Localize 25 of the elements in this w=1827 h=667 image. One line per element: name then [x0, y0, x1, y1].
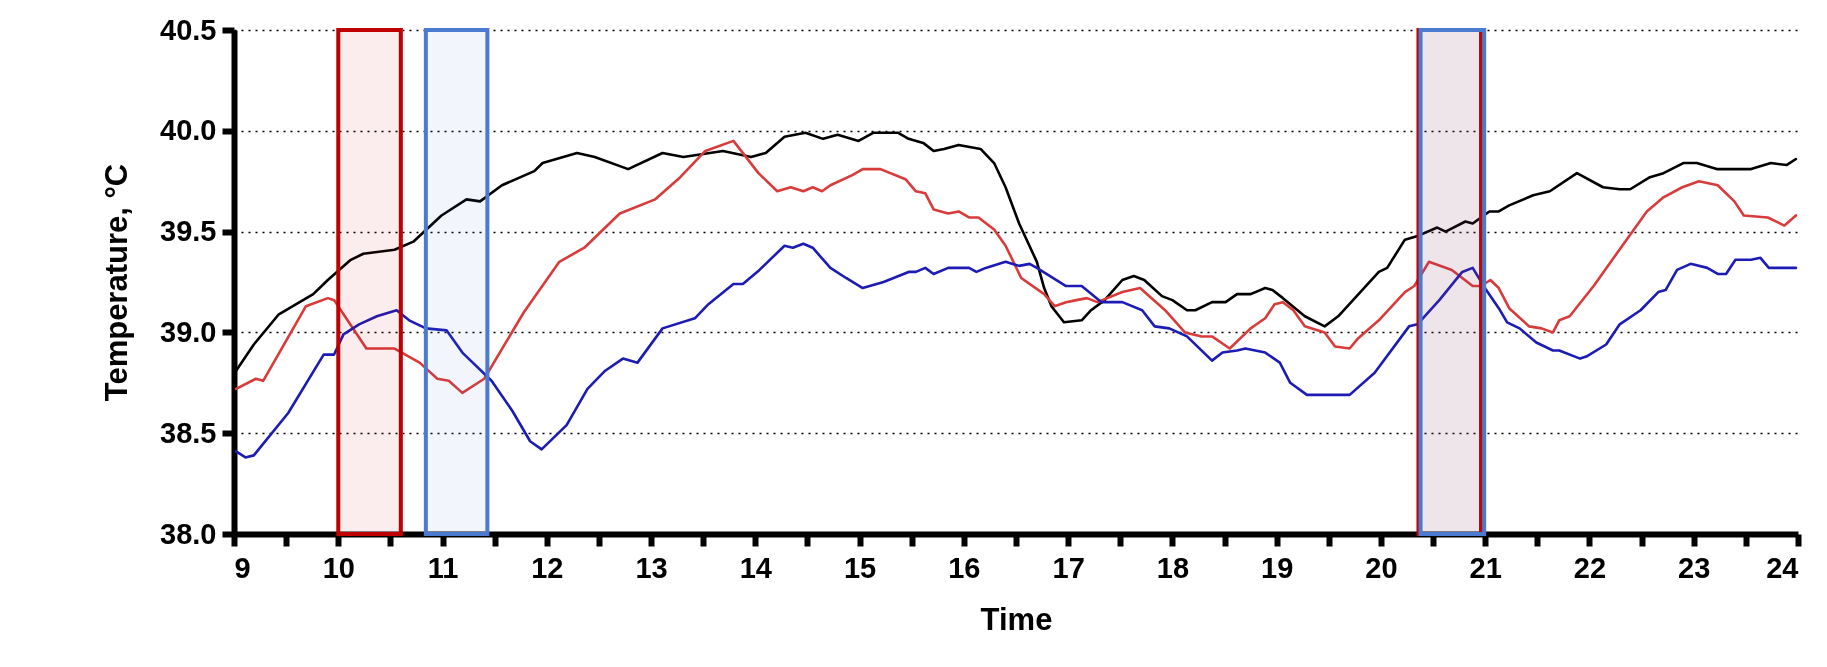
x-tick-label: 17	[1052, 551, 1085, 584]
x-tick-label: 15	[843, 551, 877, 584]
x-tick-label: 19	[1261, 551, 1294, 584]
line-series	[234, 242, 1798, 459]
x-tick-label: 11	[427, 551, 459, 584]
x-tick-label: 12	[531, 551, 564, 584]
x-tick-label: 21	[1469, 551, 1502, 584]
x-axis-title: Time	[980, 601, 1053, 637]
y-tick-label: 39.5	[160, 215, 217, 248]
x-tick-label: 13	[635, 551, 668, 584]
x-tick-label: 10	[322, 551, 355, 584]
x-tick-label: 24	[1766, 551, 1799, 584]
x-tick-label: 16	[948, 551, 981, 584]
y-tick-label: 38.5	[160, 416, 217, 449]
y-tick-label: 39.0	[160, 315, 217, 348]
x-tick-label: 22	[1573, 551, 1607, 584]
x-tick-label: 20	[1365, 551, 1398, 584]
y-axis-title: Temperature, °C	[99, 163, 135, 402]
y-tick-label: 38.0	[160, 517, 217, 550]
x-tick-label: 9	[234, 551, 251, 584]
x-tick-label: 23	[1678, 551, 1711, 584]
y-tick-label: 40.0	[160, 114, 217, 147]
y-tick-label: 40.5	[160, 13, 217, 46]
x-tick-label: 18	[1156, 551, 1190, 584]
x-tick-label: 14	[739, 551, 772, 584]
